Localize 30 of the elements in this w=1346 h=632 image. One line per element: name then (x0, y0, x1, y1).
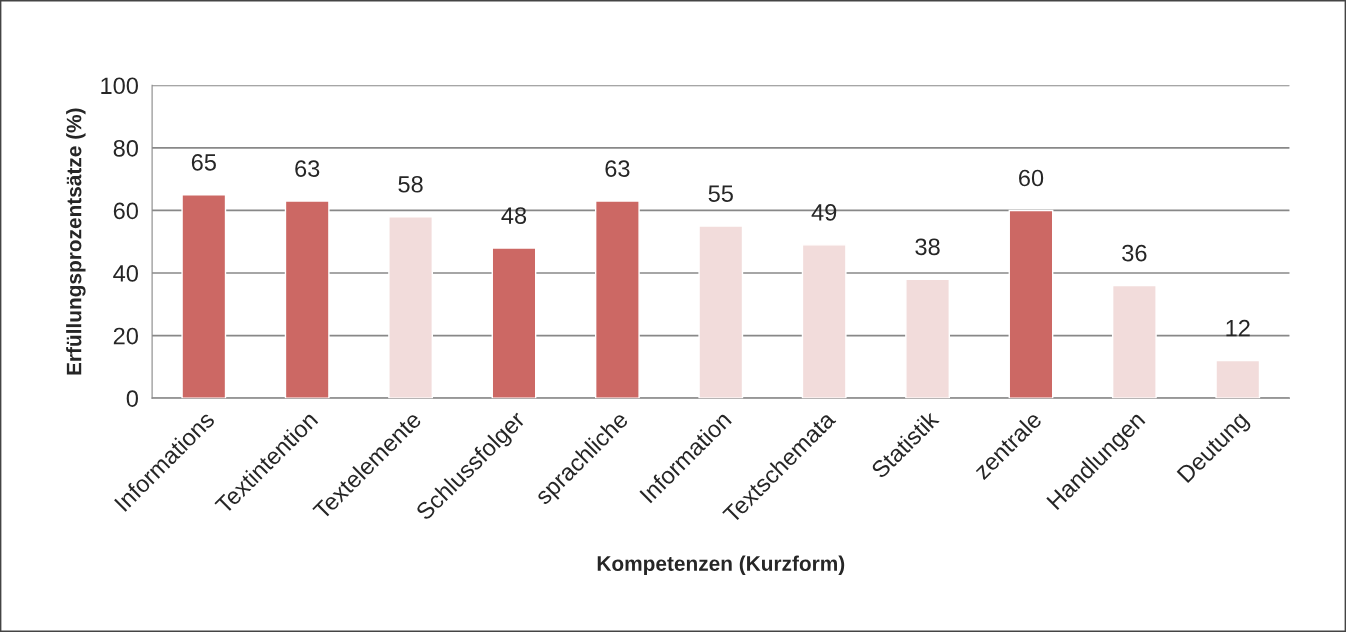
bar (284, 200, 330, 399)
data-label: 63 (295, 160, 320, 177)
data-label: 12 (1226, 319, 1250, 337)
y-tick-label: 40 (113, 265, 138, 282)
bar (698, 225, 744, 399)
bar (1215, 359, 1261, 399)
bar (801, 244, 847, 399)
y-tick-label: 60 (113, 202, 138, 220)
data-label: 58 (398, 175, 423, 193)
data-label: 38 (915, 238, 940, 256)
bar (181, 194, 227, 399)
bar (491, 247, 537, 399)
y-tick-label: 20 (113, 327, 138, 345)
y-tick-label: 80 (113, 139, 138, 157)
data-label: 63 (605, 160, 630, 177)
bar (1111, 284, 1157, 399)
y-tick-label: 0 (126, 390, 138, 407)
data-label: 55 (708, 185, 733, 202)
bar (594, 200, 640, 399)
data-label: 65 (191, 153, 216, 171)
bar (905, 278, 950, 399)
data-label: 36 (1122, 244, 1147, 262)
data-label: 60 (1019, 169, 1044, 187)
y-axis-title: Erfüllungsprozentsätze (%) (66, 108, 86, 375)
x-axis-title: Kompetenzen (Kurzform) (597, 555, 845, 576)
bar (1008, 209, 1054, 399)
y-tick-label: 100 (101, 77, 138, 95)
data-label: 48 (501, 207, 527, 224)
data-label: 49 (811, 204, 837, 221)
bar (388, 216, 433, 399)
